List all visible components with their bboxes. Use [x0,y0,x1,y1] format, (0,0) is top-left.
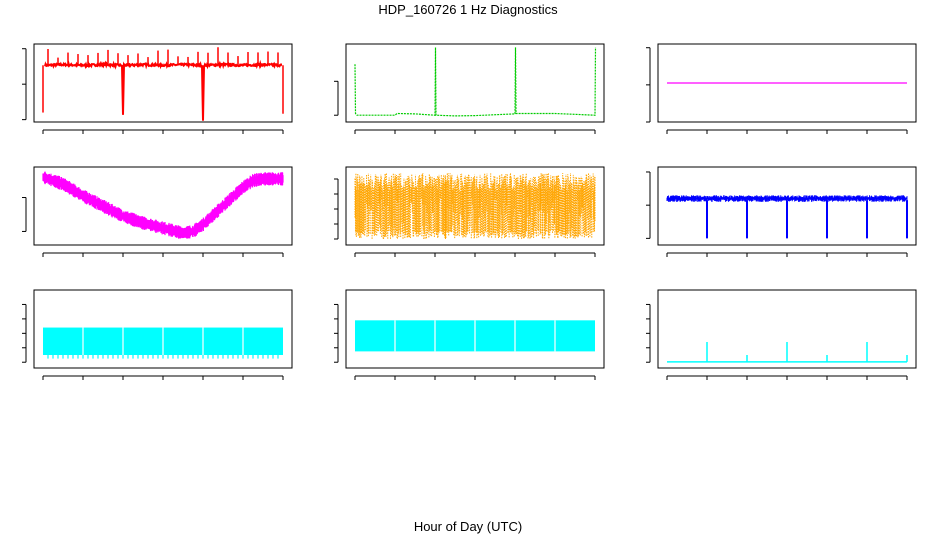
panel-4 [334,166,605,257]
co2-series [44,59,283,121]
plot-frame [345,43,605,123]
plot-frame [657,43,917,123]
plot-frame [33,43,293,123]
chart-panels [22,43,917,380]
plot-frame [657,289,917,369]
series-marks [354,47,597,117]
panel-1 [334,43,605,134]
plot-frame [33,289,293,369]
plot-frame [345,289,605,369]
panel-6 [22,289,293,380]
plot-frame [657,166,917,246]
panel-0 [22,43,293,134]
panel-3 [22,166,293,257]
figure-x-axis-label: Hour of Day (UTC) [414,519,522,534]
plot-frame [33,166,293,246]
series-marks [43,327,283,359]
panel-5 [646,166,917,257]
series-marks [354,173,596,239]
series-marks [666,195,908,239]
panel-8 [646,289,917,380]
panel-2 [646,43,917,134]
series-marks [42,47,284,121]
pressure-series [354,47,597,117]
series-marks [42,171,284,239]
series-marks [667,342,908,363]
panel-7 [334,289,605,380]
figure-title: HDP_160726 1 Hz Diagnostics [378,2,558,17]
series-marks [355,320,595,352]
plot-frame [345,166,605,246]
